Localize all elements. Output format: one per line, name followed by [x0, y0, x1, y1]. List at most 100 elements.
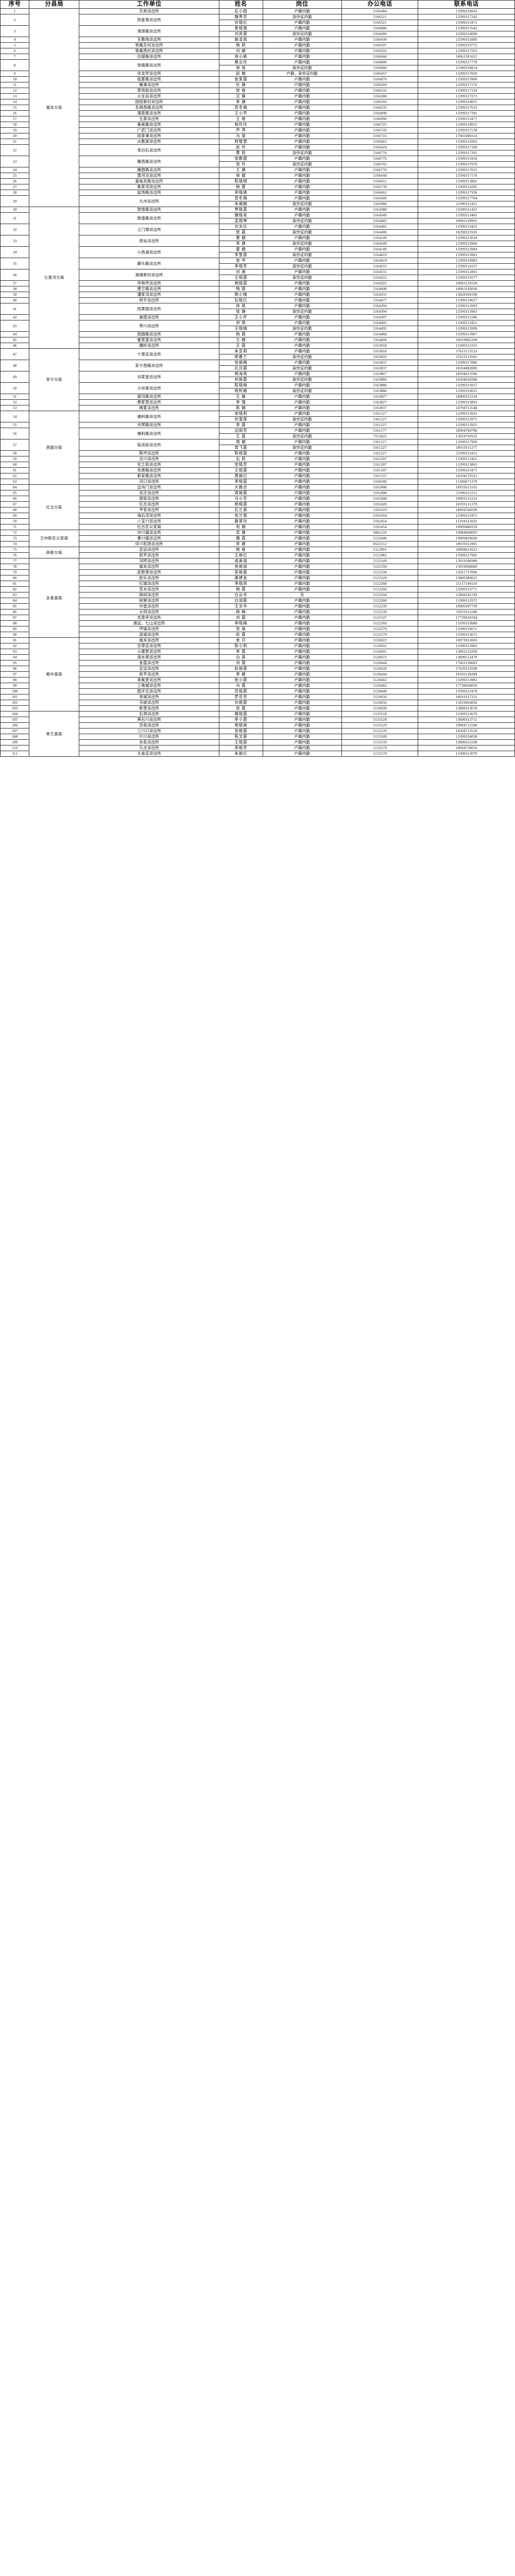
- cell-name: 陈文霞: [219, 734, 263, 740]
- cell-work-unit: 花庄派出所: [79, 490, 220, 496]
- cell-work-unit: 连城派出所: [79, 632, 220, 638]
- cell-post: 身份证内勤: [262, 14, 342, 20]
- cell-work-unit: 苦水派出所: [79, 586, 220, 592]
- cell-index: 48: [0, 360, 30, 371]
- cell-post: 户籍内勤: [262, 20, 342, 26]
- cell-name: 汪 静: [219, 93, 263, 99]
- table-row: 10 临夏路派出所 金爱霞 户籍内勤 5166870 13399317800: [0, 76, 515, 82]
- cell-contact-phone: 13399310814: [418, 65, 515, 71]
- cell-office-phone: 5166776: [341, 150, 419, 156]
- cell-contact-phone: 18394137623: [418, 473, 515, 479]
- cell-office-phone: 5166588: [341, 93, 419, 99]
- cell-post: 户籍内勤: [262, 484, 342, 490]
- cell-index: 70: [0, 518, 30, 524]
- cell-contact-phone: 13399313471: [418, 20, 515, 26]
- cell-index: 51: [0, 394, 30, 400]
- cell-contact-phone: 18919062299: [418, 337, 515, 343]
- table-row: 89 坪城派出所张 艳户籍内勤 5122279 13399319671: [0, 626, 515, 632]
- cell-office-phone: 5122279: [341, 626, 419, 632]
- cell-office-phone: 5164495: [341, 320, 419, 326]
- cell-name: 杨阿娟: [219, 388, 263, 394]
- cell-office-phone: 5164149: [341, 235, 419, 241]
- cell-post: 户籍内勤: [262, 552, 342, 558]
- cell-office-phone: 5122279: [341, 632, 419, 638]
- cell-work-unit: 来紫堡派出所: [79, 677, 220, 683]
- cell-post: 户籍内勤: [262, 603, 342, 609]
- cell-work-unit: 青白石派出所: [79, 144, 220, 156]
- cell-name: 徐 铭: [219, 65, 263, 71]
- cell-post: 户籍内勤: [262, 280, 342, 286]
- cell-work-unit: 土门墩派出所: [79, 224, 220, 235]
- cell-name: 李慧霞: [219, 252, 263, 258]
- table-row: 36 湖滩新村派出所刘 艳户籍内勤 5164555 13399312803: [0, 269, 515, 281]
- cell-name: 徐小婧: [219, 54, 263, 60]
- cell-name: 刘艳霞: [219, 700, 263, 706]
- cell-office-phone: 5166770: [341, 167, 419, 173]
- table-row: 张 玲身份证内勤 5166741 13399317979: [1, 161, 515, 167]
- cell-contact-phone: 13399313111: [418, 490, 515, 496]
- cell-post: 户籍内勤: [262, 677, 342, 683]
- table-row: 40 阿干派出所 石晓红 户籍内勤 5164477 13399319627: [0, 297, 515, 303]
- cell-post: 户籍内勤: [262, 394, 342, 400]
- cell-office-phone: 5163837: [341, 360, 419, 366]
- cell-post: 户籍内勤: [262, 411, 342, 417]
- cell-name: 朱艳红: [219, 751, 263, 757]
- cell-office-phone: 5126648: [341, 688, 419, 694]
- cell-name: 周艳霞: [219, 490, 263, 496]
- cell-post: 户籍内勤: [262, 535, 342, 541]
- cell-office-phone: 5166430: [341, 37, 419, 43]
- cell-contact-phone: 13399313418: [418, 156, 515, 162]
- cell-contact-phone: 17739920184: [418, 615, 515, 621]
- cell-bureau: 红古分局: [29, 484, 80, 530]
- cell-index: 109: [0, 739, 30, 745]
- cell-index: 33: [0, 235, 30, 247]
- cell-index: 90: [0, 632, 30, 638]
- cell-work-unit: 白银路派出所: [79, 54, 220, 60]
- cell-index: 20: [0, 133, 30, 139]
- cell-post: 身份证内勤: [262, 263, 342, 269]
- cell-post: 户籍内勤: [262, 450, 342, 456]
- cell-name: 张 平: [219, 258, 263, 264]
- cell-contact-phone: 18973913003: [418, 637, 515, 643]
- cell-work-unit: 大同派出所: [79, 609, 220, 615]
- cell-contact-phone: 13399313771: [418, 586, 515, 592]
- cell-post: 户籍内勤: [262, 178, 342, 184]
- cell-office-phone: 5163886: [341, 382, 419, 388]
- cell-work-unit: 青城派出所: [79, 694, 220, 700]
- cell-contact-phone: 18193131379: [418, 501, 515, 507]
- cell-office-phone: 5126644: [341, 671, 419, 677]
- cell-name: 王晓霞: [219, 739, 263, 745]
- cell-office-phone: 5164322: [341, 280, 419, 286]
- cell-index: 9: [0, 71, 30, 77]
- table-row: 周飞霞 身份证内勤 5161227 18919311377: [1, 445, 515, 451]
- table-row: 49 刘家堡派出所 杨海燕 户籍内勤 5163867 18394013596: [0, 371, 515, 383]
- cell-contact-phone: 13399313451: [418, 320, 515, 326]
- cell-contact-phone: 13399319627: [418, 297, 515, 303]
- cell-work-unit: 红古派出所: [79, 501, 220, 507]
- cell-office-phone: 5166996: [341, 116, 419, 122]
- cell-post: 身份证内勤: [262, 354, 342, 360]
- cell-work-unit: 中川机场派出所: [79, 541, 220, 547]
- cell-post: 身份证内勤: [262, 433, 342, 439]
- cell-work-unit: 新安路派出所: [79, 473, 220, 479]
- cell-work-unit: 刘家堡派出所: [79, 371, 220, 383]
- cell-name: 杜 静: [219, 82, 263, 88]
- cell-contact-phone: 13399313931: [418, 411, 515, 417]
- cell-post: 户籍内勤: [262, 705, 342, 711]
- cell-name: 张艳丽: [219, 564, 263, 570]
- cell-contact-phone: 13399313346: [418, 314, 515, 320]
- cell-name: 边丽芳: [219, 428, 263, 434]
- cell-work-unit: 三角城派出所: [79, 683, 220, 689]
- cell-post: 户籍内勤: [262, 649, 342, 655]
- cell-name: 李 静: [219, 241, 263, 247]
- cell-bureau: 西固分局: [29, 411, 80, 485]
- table-row: 57 临洮街派出所周 娟户籍内勤 5161127 13399317960: [0, 439, 515, 451]
- cell-index: 42: [0, 314, 30, 320]
- cell-contact-phone: 13899313711: [418, 717, 515, 723]
- cell-office-phone: 5166463: [341, 139, 419, 145]
- cell-post: 户籍内勤: [262, 479, 342, 485]
- cell-office-phone: 5102454: [341, 513, 419, 519]
- column-header-name: 姓名: [219, 0, 263, 9]
- cell-index: 100: [0, 688, 30, 694]
- cell-post: 户籍内勤: [262, 700, 342, 706]
